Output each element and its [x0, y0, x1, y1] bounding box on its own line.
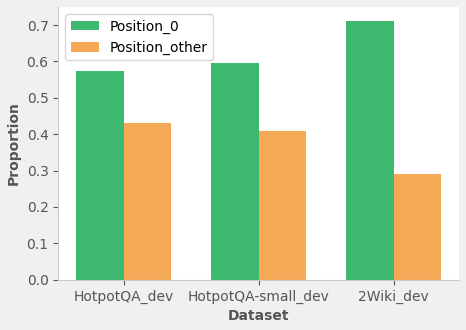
Bar — [259, 131, 306, 280]
Bar — [123, 123, 171, 280]
Bar — [212, 63, 259, 280]
Y-axis label: Proportion: Proportion — [7, 101, 21, 185]
X-axis label: Dataset: Dataset — [228, 309, 289, 323]
Legend: Position_0, Position_other: Position_0, Position_other — [65, 14, 213, 60]
Bar — [346, 21, 394, 280]
Bar — [394, 174, 441, 280]
Bar — [76, 71, 123, 280]
